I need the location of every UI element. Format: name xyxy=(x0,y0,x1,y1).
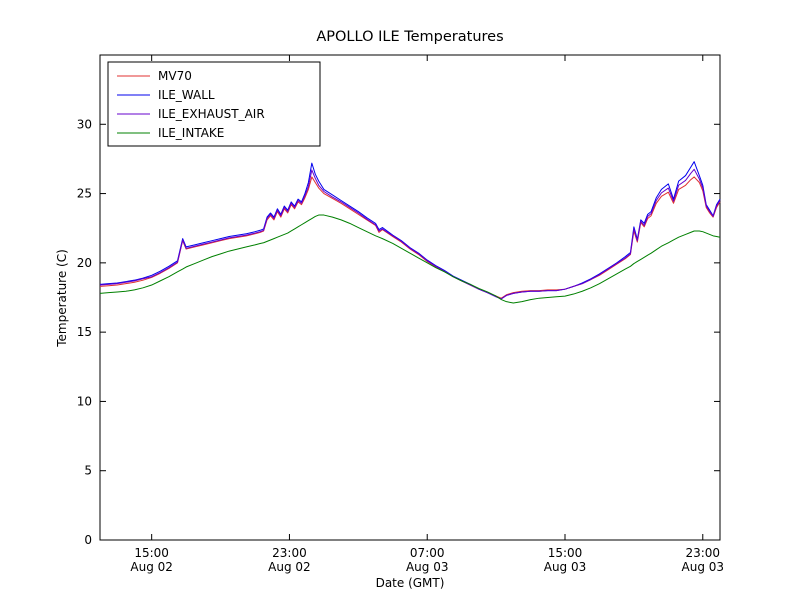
y-tick-label: 25 xyxy=(77,187,92,201)
series-line-ILE_INTAKE xyxy=(99,214,721,304)
series-line-ILE_WALL xyxy=(99,161,721,300)
series-line-MV70 xyxy=(99,176,721,299)
legend-item-label: ILE_EXHAUST_AIR xyxy=(158,107,265,121)
x-tick-label-date: Aug 03 xyxy=(682,560,725,574)
x-tick-label-date: Aug 02 xyxy=(130,560,173,574)
y-tick-label: 10 xyxy=(77,394,92,408)
chart-title: APOLLO ILE Temperatures xyxy=(316,29,504,45)
x-tick-label-date: Aug 03 xyxy=(406,560,449,574)
y-tick-label: 0 xyxy=(84,533,92,547)
x-tick-label-time: 23:00 xyxy=(272,546,307,560)
x-tick-label-time: 23:00 xyxy=(685,546,720,560)
x-tick-label-time: 15:00 xyxy=(134,546,169,560)
legend-item-label: ILE_WALL xyxy=(158,88,215,102)
x-tick-label-time: 07:00 xyxy=(410,546,445,560)
x-axis-label: Date (GMT) xyxy=(375,576,445,590)
plot-frame xyxy=(99,54,721,541)
legend-item-label: MV70 xyxy=(158,69,192,83)
y-tick-label: 15 xyxy=(77,325,92,339)
x-tick-label-time: 15:00 xyxy=(548,546,583,560)
y-tick-label: 30 xyxy=(77,117,92,131)
series-line-ILE_EXHAUST_AIR xyxy=(99,168,721,300)
legend-item-label: ILE_INTAKE xyxy=(158,126,224,140)
x-tick-label-date: Aug 03 xyxy=(544,560,587,574)
y-tick-label: 20 xyxy=(77,256,92,270)
x-tick-label-date: Aug 02 xyxy=(268,560,311,574)
y-tick-label: 5 xyxy=(84,464,92,478)
